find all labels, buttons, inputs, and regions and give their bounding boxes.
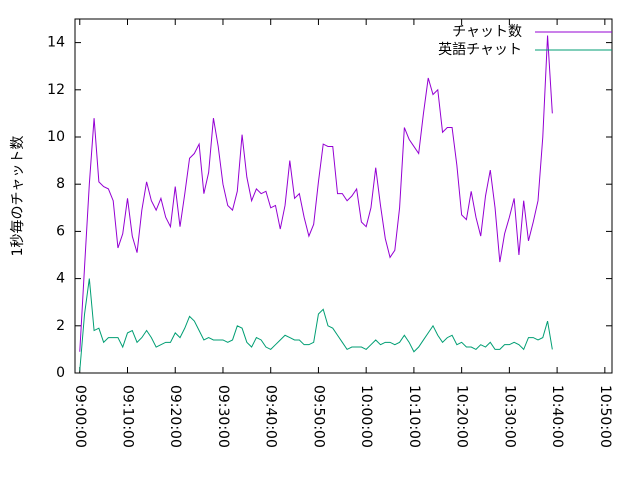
y-tick-label: 2 [56,318,65,334]
x-tick-label: 09:20:00 [167,385,183,448]
x-tick-label: 09:30:00 [215,385,231,448]
plot-border [74,18,613,374]
x-tick-label: 10:30:00 [501,385,517,448]
y-tick-label: 8 [56,176,65,192]
y-tick-label: 4 [56,271,65,287]
series-line [79,35,553,352]
legend-label: 英語チャット [438,41,522,58]
x-tick-label: 10:10:00 [406,385,422,448]
x-tick-label: 09:00:00 [72,385,88,448]
y-tick-label: 14 [47,35,65,51]
y-tick-label: 10 [47,129,65,145]
legend-label: チャット数 [452,24,522,40]
x-tick-label: 10:20:00 [454,385,470,448]
y-axis-label: 1秒毎のチャット数 [10,136,26,257]
x-tick-label: 09:50:00 [310,385,326,448]
x-tick-label: 10:50:00 [597,385,613,448]
y-tick-label: 0 [56,365,65,381]
x-tick-label: 09:40:00 [263,385,279,448]
y-tick-label: 6 [56,223,65,239]
x-tick-label: 10:00:00 [358,385,374,448]
series-line [79,278,553,371]
x-tick-label: 10:40:00 [549,385,565,448]
x-tick-label: 09:10:00 [120,385,136,448]
y-tick-label: 12 [47,82,65,98]
